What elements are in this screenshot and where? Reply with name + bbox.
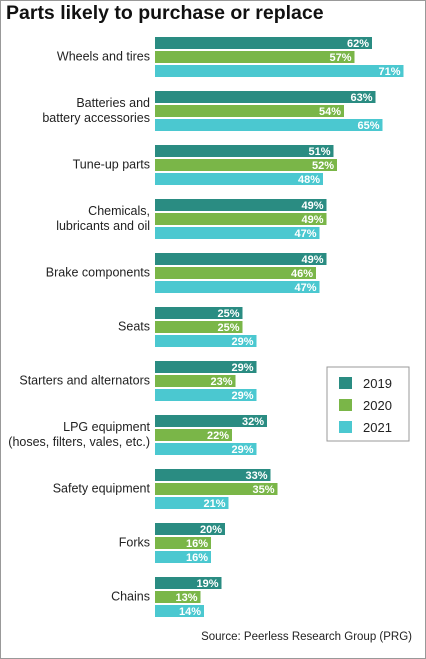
category-label: LPG equipment (hoses, filters, vales, et… <box>8 420 150 449</box>
bar <box>155 469 271 481</box>
category-label: Chains <box>111 589 150 604</box>
value-label: 23% <box>210 376 232 388</box>
category-label: Safety equipment <box>52 481 150 496</box>
bar <box>155 227 320 239</box>
category-label: Seats <box>118 319 150 334</box>
bar <box>155 105 344 117</box>
bar <box>155 483 278 495</box>
value-label: 49% <box>301 214 323 226</box>
legend-swatch <box>339 377 352 389</box>
bar <box>155 65 404 77</box>
legend-swatch <box>339 399 352 411</box>
bar <box>155 281 320 293</box>
legend-swatch <box>339 421 352 433</box>
value-label: 51% <box>308 146 330 158</box>
value-label: 25% <box>217 308 239 320</box>
bar <box>155 389 257 401</box>
value-label: 63% <box>350 92 372 104</box>
category-label: Starters and alternators <box>19 373 150 388</box>
bar <box>155 199 327 211</box>
category-label: Forks <box>118 535 150 550</box>
bar <box>155 119 383 131</box>
value-label: 22% <box>207 430 229 442</box>
value-label: 13% <box>175 592 197 604</box>
value-label: 19% <box>196 578 218 590</box>
bar <box>155 173 323 185</box>
category-label: Chemicals, lubricants and oil <box>56 204 150 233</box>
category-label: Tune-up parts <box>72 157 150 172</box>
value-label: 20% <box>200 524 222 536</box>
chart-title: Parts likely to purchase or replace <box>6 2 324 24</box>
bar <box>155 145 334 157</box>
bar <box>155 537 211 549</box>
bar <box>155 213 327 225</box>
value-label: 49% <box>301 254 323 266</box>
value-label: 29% <box>231 336 253 348</box>
bar <box>155 591 201 603</box>
value-label: 46% <box>291 268 313 280</box>
bar <box>155 605 204 617</box>
value-label: 16% <box>186 538 208 550</box>
bar <box>155 37 372 49</box>
value-label: 48% <box>298 174 320 186</box>
value-label: 29% <box>231 444 253 456</box>
value-label: 47% <box>294 228 316 240</box>
legend-label: 2021 <box>363 420 392 435</box>
bar <box>155 577 222 589</box>
bar <box>155 91 376 103</box>
bar <box>155 321 243 333</box>
value-label: 54% <box>319 106 341 118</box>
bar <box>155 551 211 563</box>
bar <box>155 307 243 319</box>
legend-label: 2020 <box>363 398 392 413</box>
value-label: 33% <box>245 470 267 482</box>
bar <box>155 361 257 373</box>
bar <box>155 415 267 427</box>
value-label: 25% <box>217 322 239 334</box>
value-label: 52% <box>312 160 334 172</box>
bar <box>155 335 257 347</box>
value-label: 71% <box>378 66 400 78</box>
value-label: 57% <box>329 52 351 64</box>
value-label: 62% <box>347 38 369 50</box>
value-label: 35% <box>252 484 274 496</box>
value-label: 32% <box>242 416 264 428</box>
value-label: 65% <box>357 120 379 132</box>
value-label: 21% <box>203 498 225 510</box>
value-label: 29% <box>231 362 253 374</box>
bar <box>155 253 327 265</box>
value-label: 16% <box>186 552 208 564</box>
bar <box>155 523 225 535</box>
value-label: 14% <box>179 606 201 618</box>
value-label: 29% <box>231 390 253 402</box>
legend-label: 2019 <box>363 376 392 391</box>
bar <box>155 497 229 509</box>
bar <box>155 375 236 387</box>
bar <box>155 51 355 63</box>
bar <box>155 159 337 171</box>
category-label: Batteries and battery accessories <box>42 96 150 125</box>
value-label: 49% <box>301 200 323 212</box>
bar <box>155 429 232 441</box>
source-note: Source: Peerless Research Group (PRG) <box>201 631 412 643</box>
category-label: Brake components <box>45 265 150 280</box>
bar <box>155 443 257 455</box>
value-label: 47% <box>294 282 316 294</box>
category-label: Wheels and tires <box>56 49 150 64</box>
bar <box>155 267 316 279</box>
